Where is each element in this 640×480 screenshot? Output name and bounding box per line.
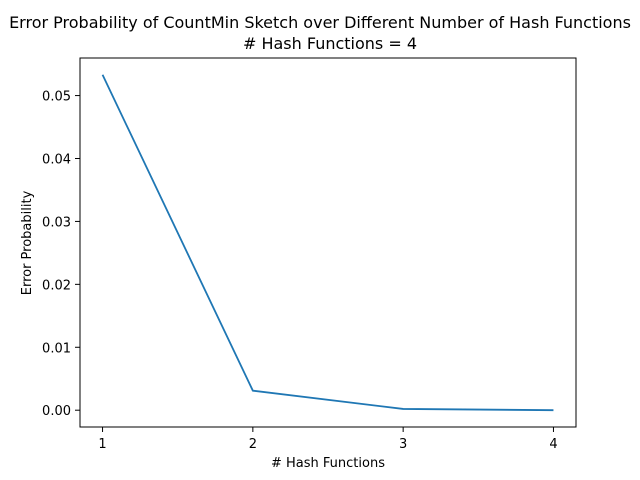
x-tick-label: 3	[399, 437, 407, 452]
y-tick-label: 0.00	[42, 404, 71, 419]
y-tick-label: 0.05	[42, 90, 71, 105]
chart-subtitle: # Hash Functions = 4	[243, 34, 417, 53]
y-tick-label: 0.01	[42, 341, 71, 356]
x-axis-label: # Hash Functions	[271, 456, 385, 471]
plot-area-frame	[79, 57, 577, 428]
chart-title: Error Probability of CountMin Sketch ove…	[9, 13, 631, 32]
y-axis-label: Error Probability	[20, 190, 35, 295]
y-axis: 0.00 0.01 0.02 0.03 0.04 0.05	[42, 90, 80, 419]
series-layer	[101, 74, 554, 412]
x-tick-label: 1	[98, 437, 106, 452]
x-axis: 1 2 3 4	[98, 427, 558, 452]
y-tick-label: 0.02	[42, 278, 71, 293]
x-tick-label: 4	[549, 437, 557, 452]
y-tick-label: 0.04	[42, 152, 71, 167]
y-tick-label: 0.03	[42, 215, 71, 230]
x-tick-label: 2	[249, 437, 257, 452]
series-line	[101, 74, 554, 412]
